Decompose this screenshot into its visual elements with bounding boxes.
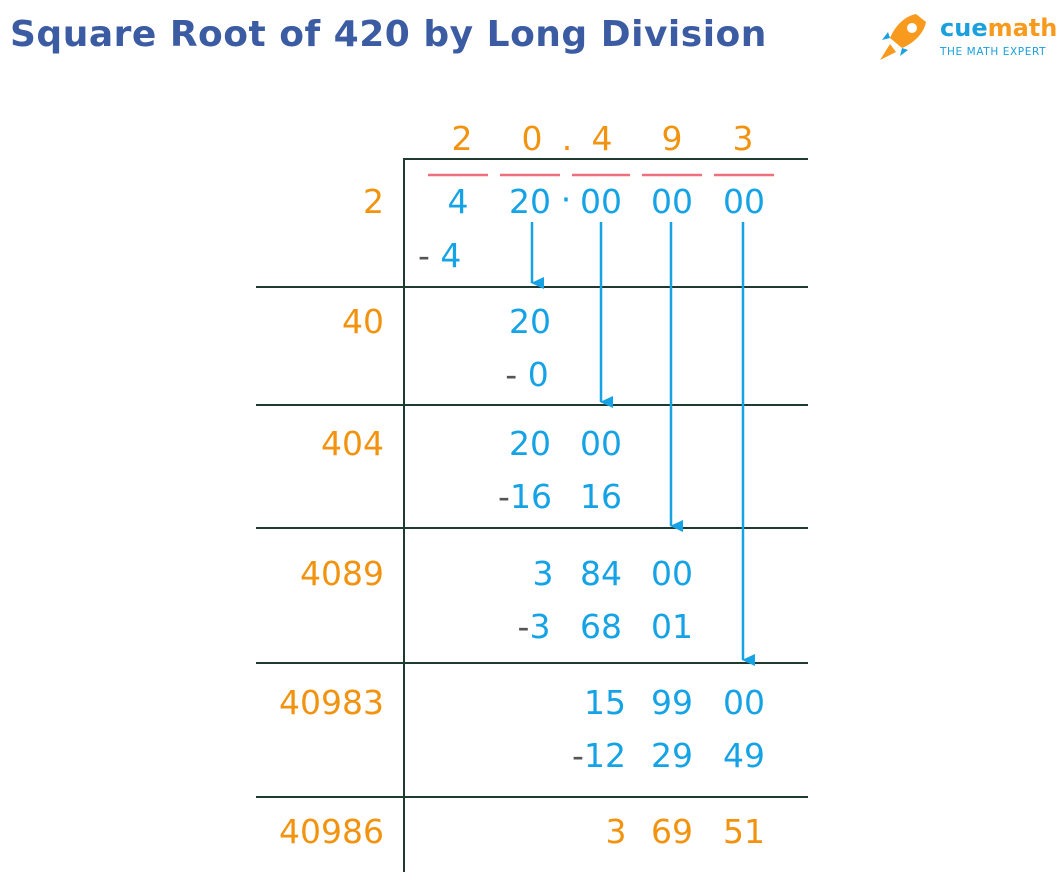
minus-sign: - [505,355,527,394]
subtrahend-value: 16 [510,477,552,516]
divisor: 4089 [300,554,384,593]
step-value: 20 [509,424,551,463]
subtrahend: - 0 [505,355,548,394]
step-5: 15 99 00 -12 29 49 [572,683,765,775]
subtrahend-value: 01 [651,607,693,646]
step-4: 3 84 00 -3 68 01 [518,554,693,646]
cuemath-logo: cuemath THE MATH EXPERT [876,10,1057,66]
step-value: 15 [584,683,626,722]
quotient-digit: 4 [592,119,613,158]
minus-sign: - [418,236,440,275]
subtrahend-value: 68 [580,607,622,646]
subtrahend-value: 4 [440,236,461,275]
quotient: 2 0 . 4 9 3 [452,119,754,158]
subtrahend-value: 0 [528,355,549,394]
divisor: 40986 [279,812,384,851]
division-frame [256,158,808,872]
subtrahend-value: 29 [651,736,693,775]
minus-sign: - [518,607,530,646]
page-title: Square Root of 420 by Long Division [10,14,767,55]
dividend-pair: 00 [723,182,765,221]
divisor: 2 [363,182,384,221]
dividend-pair: 20 [509,182,551,221]
dividend-pair: 00 [651,182,693,221]
step-value: 20 [509,302,551,341]
quotient-decimal-point: . [562,119,573,158]
step-value: 3 [533,554,554,593]
remainder-part: 69 [651,812,693,851]
subtrahend: -3 [518,607,551,646]
remainder-part: 3 [606,812,627,851]
dividend-decimal-point: · [561,180,572,219]
quotient-digit: 3 [733,119,754,158]
logo-wordmark: cuemath [940,14,1057,42]
step-value: 99 [651,683,693,722]
logo-tagline: THE MATH EXPERT [940,46,1047,58]
subtrahend-value: 49 [723,736,765,775]
divisor: 40983 [279,683,384,722]
divisor: 40 [342,302,384,341]
step-1: - 4 [418,236,461,275]
subtrahend-value: 12 [584,736,626,775]
step-value: 00 [723,683,765,722]
subtrahend-value: 3 [529,607,550,646]
quotient-digit: 9 [662,119,683,158]
bring-down-arrows [530,222,755,666]
logo-cue: cue [940,14,988,42]
rocket-icon [880,14,926,60]
step-value: 00 [651,554,693,593]
step-2: 20 - 0 [505,302,551,394]
subtrahend-value: 16 [580,477,622,516]
logo-math: math [987,14,1058,42]
remainder: 3 69 51 [606,812,766,851]
quotient-digit: 0 [522,119,543,158]
dividend: 4 20 · 00 00 00 [448,180,766,221]
subtrahend: -12 [572,736,626,775]
subtrahend: - 4 [418,236,461,275]
dividend-pair: 00 [580,182,622,221]
dividend-pair: 4 [448,182,469,221]
step-value: 00 [580,424,622,463]
quotient-digit: 2 [452,119,473,158]
minus-sign: - [572,736,584,775]
divisor-column: 2 40 404 4089 40983 40986 [279,182,384,851]
step-value: 84 [580,554,622,593]
minus-sign: - [498,477,510,516]
remainder-part: 51 [723,812,765,851]
step-3: 20 00 -16 16 [498,424,622,516]
divisor: 404 [321,424,384,463]
subtrahend: -16 [498,477,552,516]
